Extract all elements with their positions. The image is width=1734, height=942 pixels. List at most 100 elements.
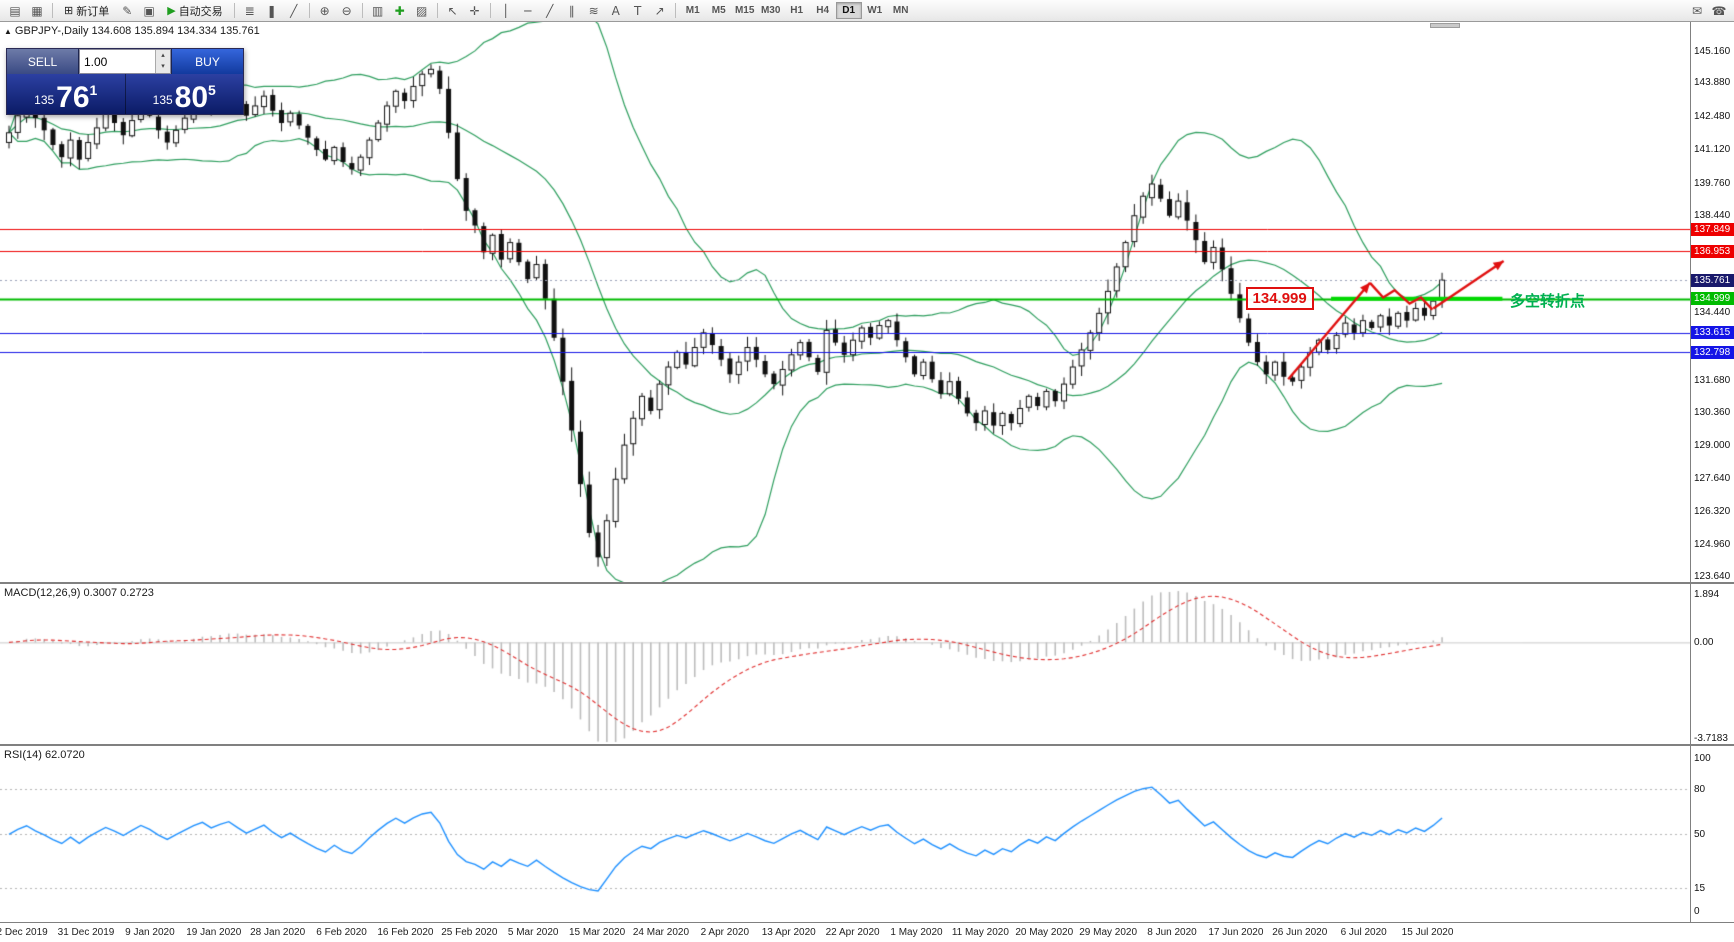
cursor-icon[interactable]: ↖ [442,2,464,20]
date-axis-label: 5 Mar 2020 [507,927,559,938]
price-axis-label: 143.880 [1694,77,1731,89]
macd-header: MACD(12,26,9) 0.3007 0.2723 [4,587,154,599]
buy-button[interactable]: BUY [171,49,243,74]
date-axis-label: 25 Feb 2020 [441,927,498,938]
sell-button[interactable]: SELL [7,49,79,74]
rsi-plot[interactable]: RSI(14) 62.0720 [0,746,1690,922]
rsi-axis-label: 80 [1694,783,1706,795]
main-chart-canvas[interactable] [0,22,1690,582]
vertical-line-icon[interactable]: │ [495,2,517,20]
volume-up-button[interactable]: ▴ [156,50,170,62]
chart-bars-icon[interactable]: ≣ [239,2,261,20]
volume-input[interactable] [80,50,155,73]
volume-spinner: ▴ ▾ [155,50,170,73]
chart-scrollbar-thumb[interactable] [1429,23,1460,28]
metaeditor-icon[interactable]: ✎ [116,2,138,20]
price-axis-label: 142.480 [1694,111,1731,123]
bid-sup: 1 [89,82,98,98]
chart-line-icon[interactable]: ╱ [283,2,305,20]
new-order-button[interactable]: ⊞ 新订单 [57,2,116,20]
timeframe-m30-button[interactable]: M30 [758,2,784,19]
toolbar-separator [308,3,310,18]
date-axis-label: 15 Jul 2020 [1401,927,1454,938]
timeframe-m5-button[interactable]: M5 [706,2,732,19]
ask-price[interactable]: 135 80 5 [124,74,244,114]
profiles-icon[interactable]: ▦ [26,2,48,20]
price-level-chip: 135.761 [1691,273,1734,287]
timeframe-m1-button[interactable]: M1 [680,2,706,19]
price-axis-label: 138.440 [1694,209,1731,221]
phone-icon[interactable]: ☎ [1708,2,1730,20]
trendline-icon[interactable]: ╱ [539,2,561,20]
new-order-label: 新订单 [76,5,110,18]
macd-panel: MACD(12,26,9) 0.3007 0.2723 1.894 0.00 -3.… [0,582,1734,744]
toolbar-separator [489,3,491,18]
date-axis-label: 17 Jun 2020 [1208,927,1264,938]
date-axis-label: 22 Apr 2020 [825,927,880,938]
price-axis-label: 141.120 [1694,144,1731,156]
indicators-icon[interactable]: ✚ [389,2,411,20]
main-plot[interactable]: ▲ GBPJPY-,Daily 134.608 135.894 134.334 1… [0,22,1690,582]
fibonacci-icon[interactable]: ≋ [583,2,605,20]
date-axis-label: 2 Apr 2020 [700,927,750,938]
timeframe-h1-button[interactable]: H1 [784,2,810,19]
rsi-axis-label: 100 [1694,752,1711,764]
mail-icon[interactable]: ✉ [1686,2,1708,20]
market-watch-icon[interactable]: ▣ [138,2,160,20]
crosshair-icon[interactable]: ✛ [464,2,486,20]
timeframe-mn-button[interactable]: MN [888,2,914,19]
macd-canvas[interactable] [0,584,1690,744]
price-axis-label: 145.160 [1694,45,1731,57]
chart-candles-icon[interactable]: ❚ [261,2,283,20]
macd-axis-label: 0.00 [1694,637,1714,649]
price-level-chip: 136.953 [1691,244,1734,258]
date-axis-label: 15 Mar 2020 [568,927,626,938]
auto-trading-button[interactable]: ▶ 自动交易 [160,2,229,20]
price-callout[interactable]: 134.999 [1245,287,1314,311]
date-axis-label: 9 Jan 2020 [125,927,175,938]
date-axis-label: 2 Dec 2019 [0,927,48,938]
toolbar-separator [52,3,53,18]
timeframe-m15-button[interactable]: M15 [732,2,758,19]
rsi-panel: RSI(14) 62.0720 100 80 50 15 0 [0,744,1734,922]
zoom-in-icon[interactable]: ⊕ [314,2,336,20]
toolbar-separator [233,3,235,18]
timeframe-h4-button[interactable]: H4 [810,2,836,19]
volume-box: ▴ ▾ [79,49,171,74]
pivot-note-label[interactable]: 多空转折点 [1510,292,1586,310]
zoom-out-icon[interactable]: ⊖ [336,2,358,20]
date-axis-label: 26 Jun 2020 [1272,927,1328,938]
date-axis-label: 13 Apr 2020 [761,927,816,938]
toolbar-separator [674,3,676,18]
bid-price[interactable]: 135 76 1 [7,74,125,114]
volume-down-button[interactable]: ▾ [156,61,170,73]
tile-windows-icon[interactable]: ▥ [367,2,389,20]
trade-panel-prices: 135 76 1 135 80 5 [7,74,243,114]
rsi-canvas[interactable] [0,746,1690,922]
symbol-marker-icon: ▲ [4,27,12,36]
date-axis-label: 20 May 2020 [1015,927,1074,938]
arrows-icon[interactable]: ↗ [649,2,671,20]
price-axis-label: 134.440 [1694,307,1731,319]
timeframe-d1-button[interactable]: D1 [835,2,862,19]
price-axis-label: 127.640 [1694,473,1731,485]
price-axis-label: 126.320 [1694,505,1731,517]
ask-sup: 5 [208,82,216,98]
auto-trading-icon: ▶ [167,5,176,17]
toolbar-right-group: ✉ ☎ [1686,2,1730,20]
ask-prefix: 135 [152,93,173,107]
horizontal-line-icon[interactable]: ─ [517,2,539,20]
macd-plot[interactable]: MACD(12,26,9) 0.3007 0.2723 [0,584,1690,744]
new-chart-icon[interactable]: ▤ [4,2,26,20]
macd-axis: 1.894 0.00 -3.7183 [1690,584,1734,744]
text-label-icon[interactable]: T [627,2,649,20]
templates-icon[interactable]: ▨ [411,2,433,20]
date-axis-label: 8 Jun 2020 [1147,927,1197,938]
price-level-chip: 133.615 [1691,326,1734,339]
channel-icon[interactable]: ∥ [561,2,583,20]
price-level-chip: 134.999 [1691,292,1734,306]
text-icon[interactable]: A [605,2,627,20]
timeframe-w1-button[interactable]: W1 [862,2,888,19]
date-axis-label: 19 Jan 2020 [186,927,242,938]
